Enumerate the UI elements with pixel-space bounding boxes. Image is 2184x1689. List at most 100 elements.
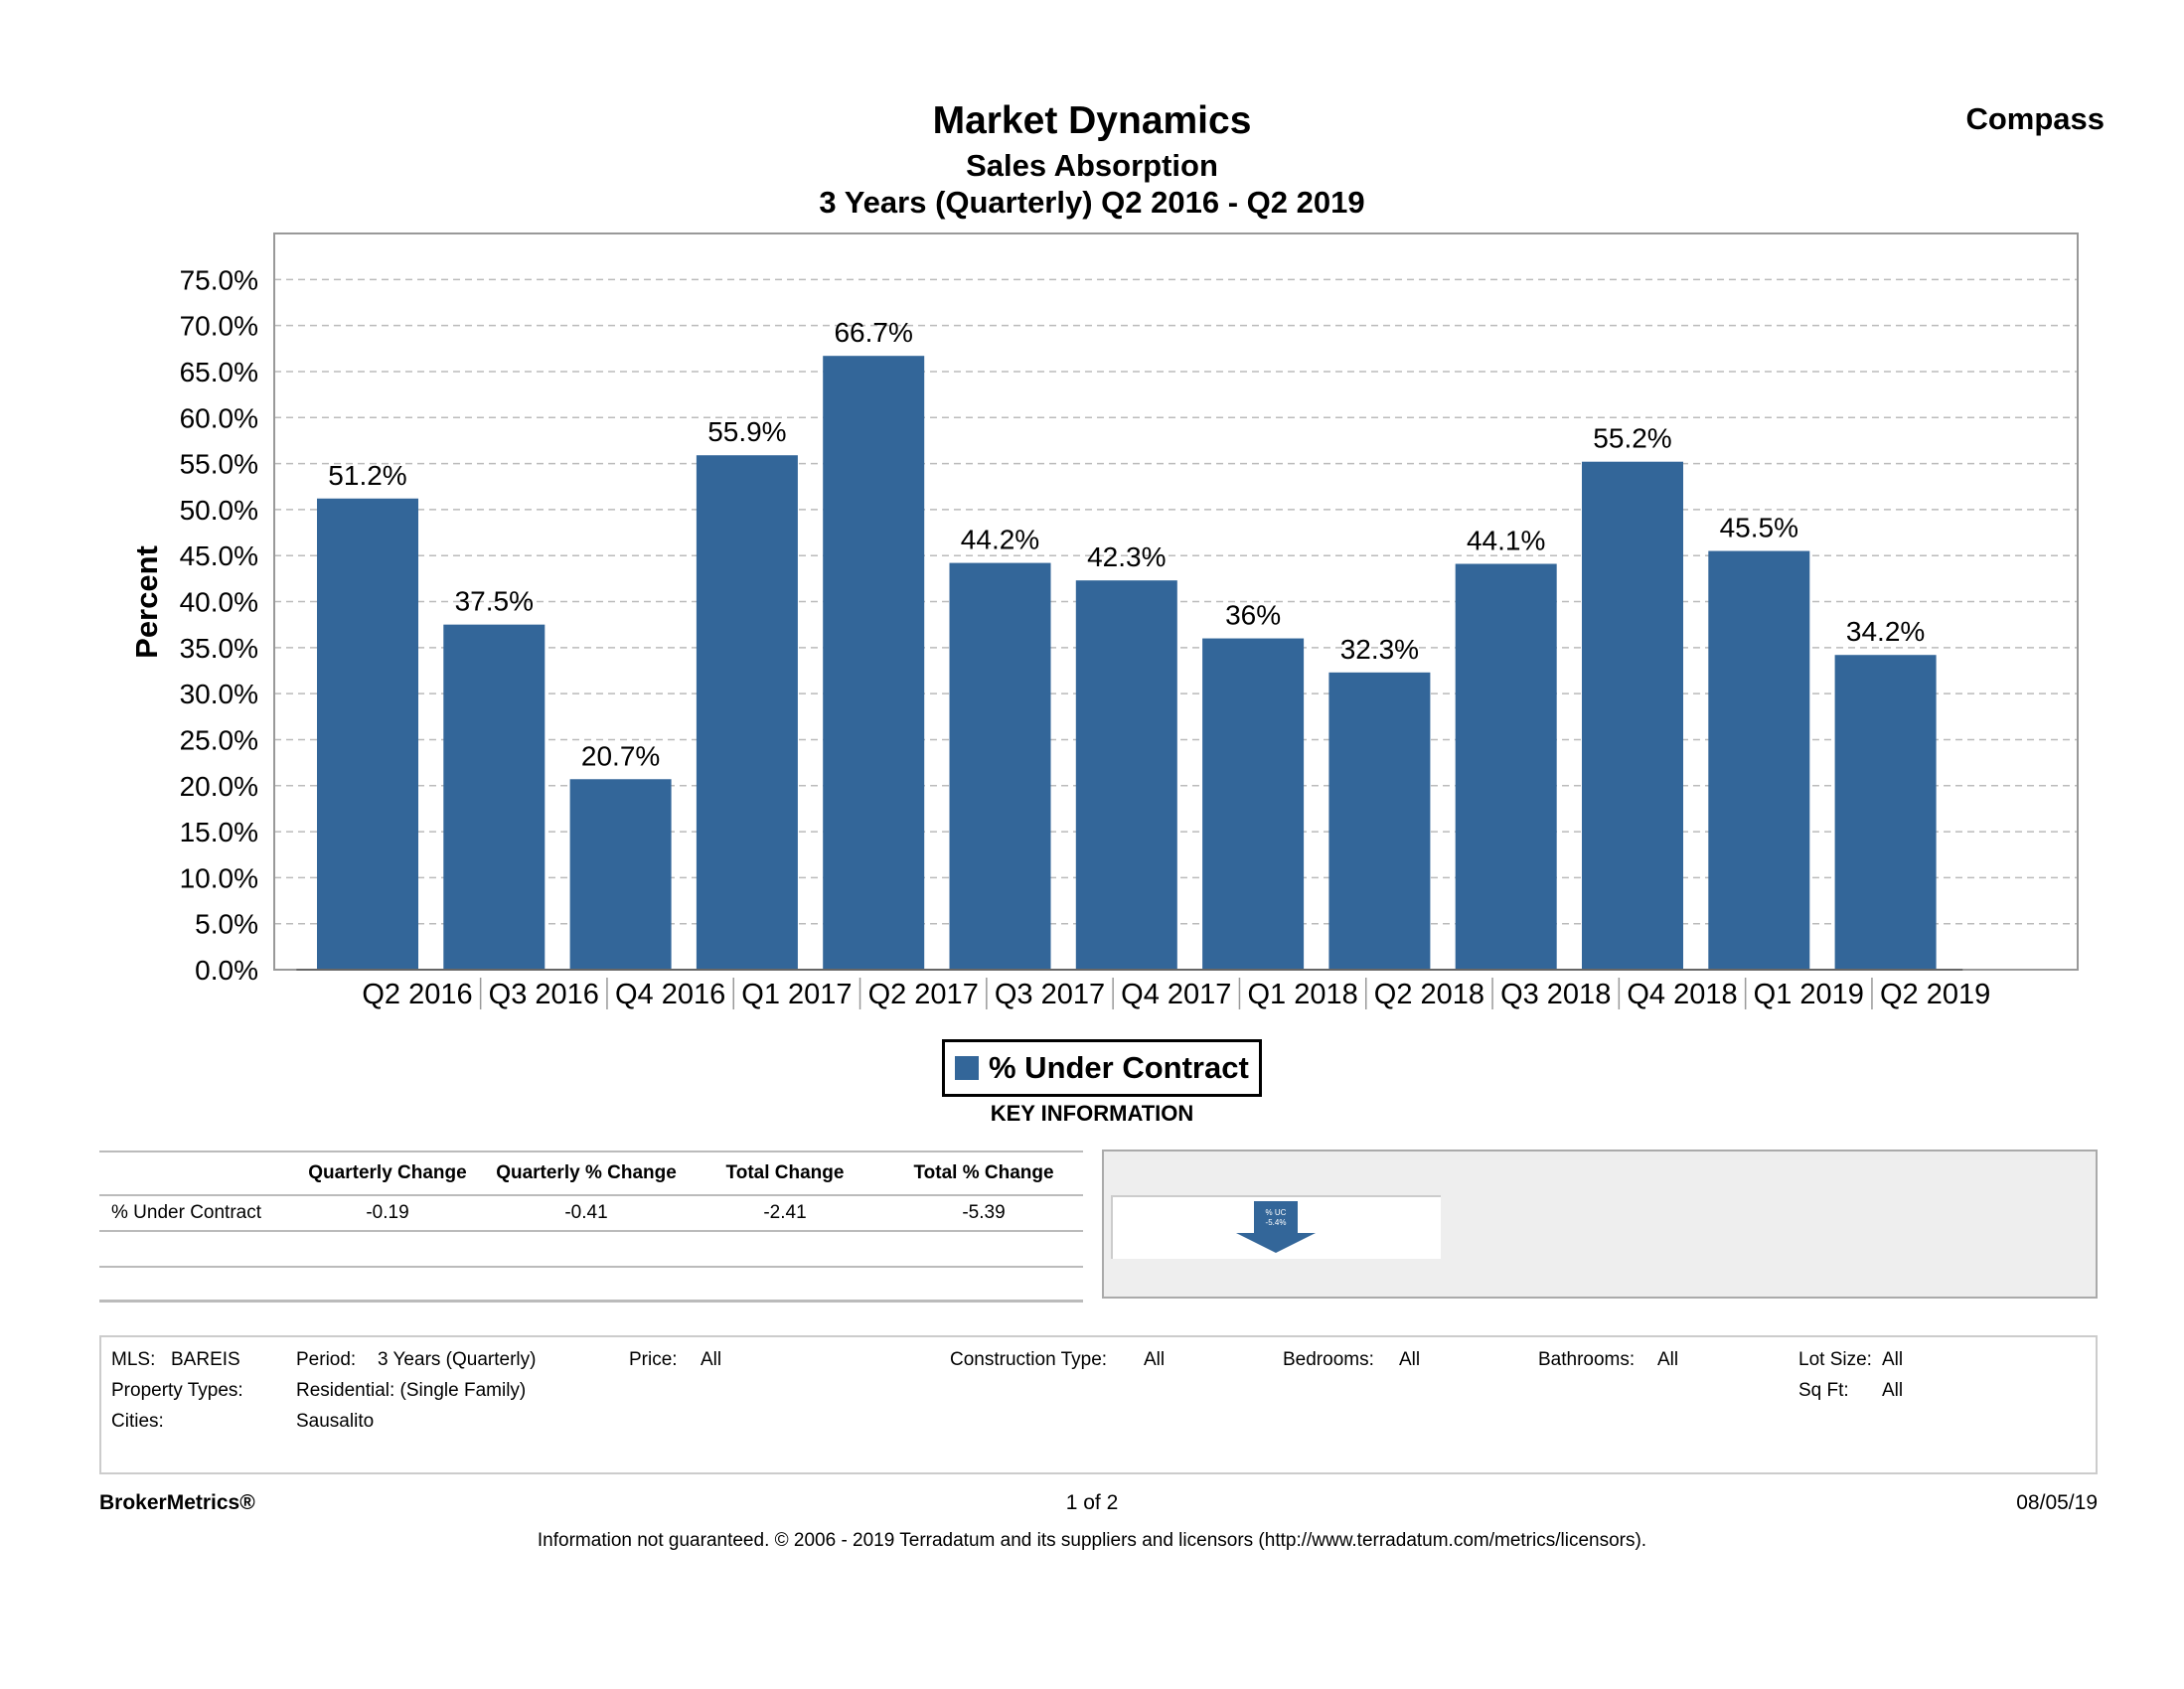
mls-label: MLS: xyxy=(111,1349,156,1370)
bar xyxy=(949,562,1051,970)
sqft-value: All xyxy=(1882,1380,1904,1401)
y-tick-label: 60.0% xyxy=(180,402,258,433)
legend-label: % Under Contract xyxy=(989,1050,1249,1085)
bathrooms-value: All xyxy=(1657,1349,1679,1370)
mls-value: BAREIS xyxy=(171,1349,240,1370)
chart-title: Market Dynamics xyxy=(932,99,1252,142)
bar xyxy=(1834,655,1937,970)
key-information-heading: KEY INFORMATION xyxy=(990,1101,1194,1126)
y-tick-label: 25.0% xyxy=(180,724,258,755)
table-row-empty xyxy=(99,1232,1083,1268)
price-label: Price: xyxy=(629,1349,678,1370)
indicator-line1: % UC xyxy=(1266,1208,1287,1217)
legend-swatch xyxy=(955,1056,979,1080)
bathrooms-label: Bathrooms: xyxy=(1538,1349,1636,1370)
bar xyxy=(1708,550,1810,970)
brand-logo-text: Compass xyxy=(1965,101,2105,136)
report-date: 08/05/19 xyxy=(2016,1491,2098,1514)
y-tick-label: 40.0% xyxy=(180,587,258,618)
bar-data-label: 51.2% xyxy=(328,460,406,491)
y-tick-label: 35.0% xyxy=(180,633,258,664)
bar-data-label: 44.1% xyxy=(1467,526,1545,556)
column-header: Total Change xyxy=(725,1162,845,1183)
bedrooms-label: Bedrooms: xyxy=(1283,1349,1374,1370)
bar xyxy=(823,356,925,970)
disclaimer: Information not guaranteed. © 2006 - 201… xyxy=(537,1530,1647,1551)
bar xyxy=(569,779,672,970)
total-pct-change-cell: -5.39 xyxy=(962,1202,1006,1223)
bar xyxy=(317,498,418,970)
cities-value: Sausalito xyxy=(296,1411,375,1432)
legend: % Under Contract xyxy=(942,1039,1262,1097)
axes: 0.0% 5.0% 10.0% 15.0% 20.0% 25.0% 30.0% 35.0% 40… xyxy=(129,232,2079,1010)
down-arrow-icon xyxy=(1236,1201,1316,1253)
y-tick-label: 55.0% xyxy=(180,449,258,480)
total-change-cell: -2.41 xyxy=(763,1202,807,1223)
property-types-value: Residential: (Single Family) xyxy=(296,1380,527,1401)
key-indicator-panel: % UC -5.4% xyxy=(1102,1150,2098,1299)
x-tick-label: Q2 2018 xyxy=(1374,979,1484,1010)
y-tick-label: 10.0% xyxy=(180,862,258,893)
chart-subtitle: Sales Absorption xyxy=(966,148,1218,183)
bar-data-label: 34.2% xyxy=(1846,616,1925,647)
bedrooms-value: All xyxy=(1399,1349,1421,1370)
bar xyxy=(443,624,546,970)
bar-data-label: 20.7% xyxy=(581,740,660,771)
bar-data-label: 44.2% xyxy=(961,525,1039,555)
x-tick-label: Q2 2017 xyxy=(868,979,979,1010)
x-tick-label: Q1 2018 xyxy=(1247,979,1357,1010)
row-label: % Under Contract xyxy=(111,1202,262,1223)
lot-size-value: All xyxy=(1882,1349,1904,1370)
table-divider xyxy=(99,1300,1083,1303)
indicator-box: % UC -5.4% xyxy=(1111,1195,1441,1259)
key-stats-table: Quarterly Change Quarterly % Change Tota… xyxy=(99,1151,1083,1303)
bar xyxy=(696,455,798,970)
table-header: Quarterly Change Quarterly % Change Tota… xyxy=(99,1151,1083,1196)
y-tick-label: 45.0% xyxy=(180,540,258,571)
sqft-label: Sq Ft: xyxy=(1798,1380,1849,1401)
bar xyxy=(1202,638,1305,970)
bar-data-label: 32.3% xyxy=(1340,634,1419,665)
bar-chart: 51.2% 37.5% 20.7% 55.9% 66.7% 44.2% 42.3% 36% 32… xyxy=(129,232,2079,1010)
column-header: Total % Change xyxy=(913,1162,1054,1183)
chart-period: 3 Years (Quarterly) Q2 2016 - Q2 2019 xyxy=(819,185,1365,220)
period-value: 3 Years (Quarterly) xyxy=(378,1349,537,1370)
table-row: % Under Contract -0.19 -0.41 -2.41 -5.39 xyxy=(99,1196,1083,1232)
bar-data-label: 45.5% xyxy=(1720,513,1798,543)
property-types-label: Property Types: xyxy=(111,1380,243,1401)
footer-brand: BrokerMetrics® xyxy=(99,1491,255,1514)
x-tick-label: Q1 2019 xyxy=(1754,979,1864,1010)
bar xyxy=(1582,461,1683,970)
x-tick-label: Q4 2017 xyxy=(1121,979,1231,1010)
x-tick-label: Q3 2016 xyxy=(489,979,599,1010)
x-tick-label: Q3 2018 xyxy=(1500,979,1611,1010)
y-tick-label: 65.0% xyxy=(180,357,258,387)
bar-data-label: 36% xyxy=(1225,600,1281,631)
bar-data-label: 55.9% xyxy=(707,416,786,447)
y-tick-label: 75.0% xyxy=(180,264,258,295)
column-header: Quarterly % Change xyxy=(496,1162,677,1183)
bar-data-label: 42.3% xyxy=(1087,541,1166,572)
y-axis-label: Percent xyxy=(129,545,164,659)
bar-data-label: 37.5% xyxy=(455,586,534,617)
cities-label: Cities: xyxy=(111,1411,164,1432)
construction-type-label: Construction Type: xyxy=(950,1349,1108,1370)
price-value: All xyxy=(701,1349,722,1370)
y-tick-label: 15.0% xyxy=(180,817,258,847)
x-tick-label: Q1 2017 xyxy=(741,979,852,1010)
bars xyxy=(317,356,1937,970)
bar-data-label: 55.2% xyxy=(1593,423,1671,454)
indicator-line2: -5.4% xyxy=(1266,1218,1287,1227)
x-tick-label: Q3 2017 xyxy=(995,979,1105,1010)
x-tick-label: Q2 2016 xyxy=(362,979,472,1010)
construction-type-value: All xyxy=(1144,1349,1166,1370)
y-tick-label: 70.0% xyxy=(180,311,258,342)
filter-criteria-box: MLS: BAREIS Period: 3 Years (Quarterly) … xyxy=(99,1335,2098,1474)
lot-size-label: Lot Size: xyxy=(1798,1349,1872,1370)
period-label: Period: xyxy=(296,1349,357,1370)
y-tick-label: 30.0% xyxy=(180,679,258,709)
bar xyxy=(1075,580,1177,970)
quarterly-pct-change-cell: -0.41 xyxy=(564,1202,608,1223)
bar xyxy=(1455,563,1557,970)
page-number: 1 of 2 xyxy=(1065,1491,1119,1514)
